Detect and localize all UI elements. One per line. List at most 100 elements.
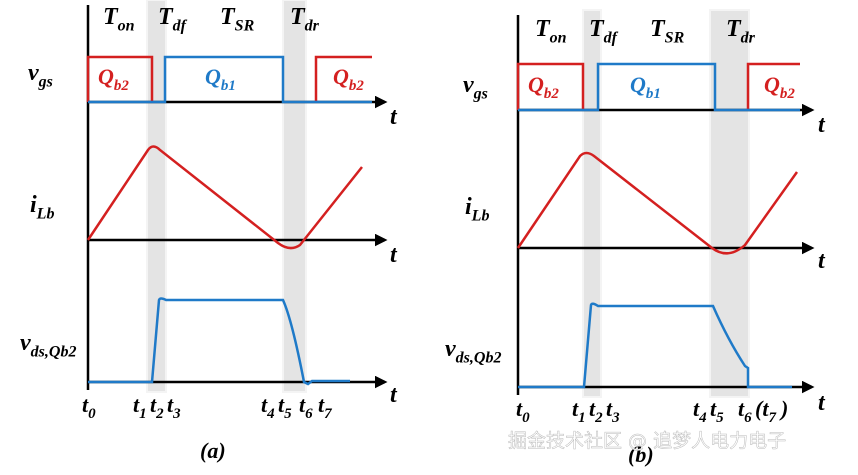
- current-waveform: [516, 151, 799, 255]
- time-mark-main: t: [82, 392, 89, 417]
- switch-label-main: Q: [630, 72, 646, 97]
- time-mark: t3: [167, 392, 181, 422]
- time-mark-main: t: [278, 392, 285, 417]
- time-mark: t1: [133, 392, 147, 422]
- switch-label-main: Q: [205, 64, 221, 89]
- time-mark: t7: [318, 392, 332, 422]
- signal-label: iLb: [30, 192, 54, 223]
- time-mark-main: t: [167, 392, 174, 417]
- panel-a: [86, 0, 388, 393]
- time-mark-sub: 6: [744, 410, 752, 426]
- signal-label: vds,Qb2: [445, 336, 501, 367]
- time-mark: t5: [278, 392, 292, 422]
- time-mark-main: ): [779, 396, 788, 421]
- time-mark: t2: [589, 396, 603, 426]
- signal-label-sub: ds,Qb2: [456, 350, 502, 367]
- caption: (b): [628, 442, 654, 467]
- time-mark: ): [779, 396, 788, 421]
- current-waveform: [86, 145, 363, 250]
- signal-label: vds,Qb2: [20, 330, 76, 361]
- gate-waveform: [86, 55, 154, 102]
- time-mark: t5: [710, 396, 724, 426]
- time-band: [282, 0, 307, 393]
- time-window-label: Ton: [103, 4, 135, 35]
- time-mark-main: t: [299, 392, 306, 417]
- switch-label-main: Q: [528, 72, 544, 97]
- time-mark-sub: 1: [578, 410, 586, 426]
- switch-label-sub: b2: [114, 78, 130, 94]
- time-mark-main: t: [606, 396, 613, 421]
- signal-label: vgs: [28, 60, 53, 91]
- axis-label: t: [390, 242, 398, 268]
- gate-waveform: [88, 55, 372, 104]
- time-mark-sub: 1: [139, 406, 147, 422]
- time-window-label: Tdf: [158, 4, 188, 35]
- gate-waveform: [746, 62, 800, 110]
- time-window-label-main: T: [726, 16, 742, 42]
- gate-waveform: [314, 55, 372, 102]
- time-window-label-sub: df: [604, 30, 619, 47]
- time-mark: t0: [516, 396, 530, 426]
- time-mark-main: t: [738, 396, 745, 421]
- time-window-label-main: T: [589, 16, 605, 42]
- time-mark-main: t: [150, 392, 157, 417]
- time-band: [709, 9, 750, 398]
- switch-label-sub: b1: [221, 78, 236, 94]
- time-mark-main: t: [693, 396, 700, 421]
- time-window-label: Ton: [535, 16, 567, 47]
- time-window-label-sub: dr: [305, 18, 320, 35]
- signal-label-sub: gs: [473, 86, 488, 103]
- time-mark-sub: 6: [305, 406, 313, 422]
- time-window-label-sub: dr: [741, 30, 756, 47]
- gate-waveform: [516, 62, 585, 110]
- signal-label-main: i: [30, 192, 37, 218]
- time-mark-main: t: [572, 396, 579, 421]
- signal-label-main: v: [28, 60, 39, 86]
- time-mark-sub: 4: [266, 406, 275, 422]
- time-window-label-main: T: [650, 16, 666, 42]
- switch-label-sub: b2: [544, 86, 560, 102]
- time-window-label: TSR: [650, 16, 685, 47]
- signal-label-main: v: [445, 336, 456, 362]
- time-mark-main: t: [133, 392, 140, 417]
- switch-label-main: Q: [333, 64, 349, 89]
- signal-label-main: i: [465, 194, 472, 220]
- time-mark-sub: 0: [88, 406, 96, 422]
- time-window-label-main: T: [158, 4, 174, 30]
- signal-label-sub: Lb: [36, 206, 55, 223]
- time-mark-main: t: [261, 392, 268, 417]
- time-mark: t3: [606, 396, 620, 426]
- switch-label-main: Q: [98, 64, 114, 89]
- signal-label-sub: Lb: [471, 208, 490, 225]
- time-mark: t0: [82, 392, 96, 422]
- panel-b: [516, 9, 815, 398]
- time-mark: t1: [572, 396, 586, 426]
- time-mark: t6: [299, 392, 313, 422]
- switch-label-sub: b1: [646, 86, 661, 102]
- time-mark-sub: 5: [284, 406, 292, 422]
- switch-label: Qb2: [98, 64, 129, 94]
- switch-label-sub: b2: [349, 78, 365, 94]
- switch-label: Qb2: [333, 64, 364, 94]
- time-mark-main: t: [318, 392, 325, 417]
- time-mark: t6: [738, 396, 752, 426]
- axis-label: t: [818, 112, 826, 138]
- axis-label: t: [818, 390, 826, 416]
- time-mark-main: (t: [755, 396, 769, 421]
- switch-label: Qb2: [764, 72, 795, 102]
- time-mark: t4: [261, 392, 275, 422]
- axis-label: t: [390, 382, 398, 408]
- voltage-waveform: [88, 297, 350, 386]
- switch-label: Qb2: [528, 72, 559, 102]
- signal-label-sub: gs: [38, 74, 53, 91]
- time-window-label-main: T: [535, 16, 551, 42]
- signal-label: iLb: [465, 194, 489, 225]
- time-mark-sub: 7: [768, 410, 776, 426]
- time-window-label: Tdf: [589, 16, 619, 47]
- time-window-label-main: T: [220, 4, 236, 30]
- time-window-label-sub: SR: [665, 30, 685, 47]
- time-window-label: Tdr: [290, 4, 320, 35]
- axis-label: t: [390, 104, 398, 130]
- signal-label-sub: ds,Qb2: [31, 344, 77, 361]
